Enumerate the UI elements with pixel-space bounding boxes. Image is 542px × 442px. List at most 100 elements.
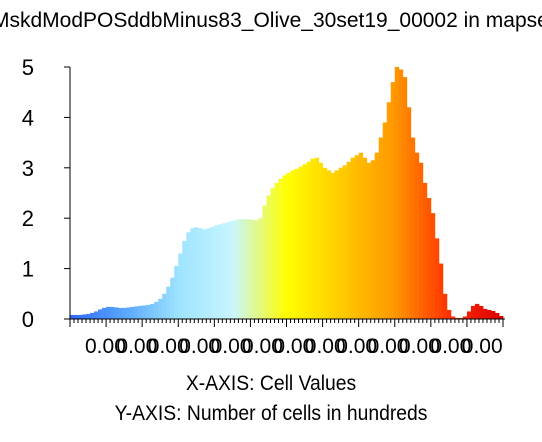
histogram-bar — [258, 218, 263, 319]
x-tick-label: 0.00 — [211, 335, 252, 358]
y-tick-label: 3 — [22, 156, 34, 181]
histogram-bar — [454, 317, 460, 319]
histogram-bar — [282, 175, 287, 319]
histogram-bar — [322, 167, 327, 319]
y-tick-label: 0 — [22, 307, 34, 332]
histogram-bar — [114, 307, 119, 319]
histogram-bar — [226, 222, 231, 319]
histogram-bar — [406, 107, 412, 319]
histogram-bar — [110, 306, 115, 319]
histogram-bar — [242, 219, 247, 319]
histogram-bar — [202, 229, 207, 319]
histogram-bar — [218, 224, 223, 319]
histogram-bar — [298, 166, 303, 319]
histogram-bar — [186, 232, 191, 319]
histogram-bar — [142, 305, 147, 319]
histogram-bar — [314, 157, 319, 319]
histogram-bar — [478, 305, 484, 319]
histogram-bar — [346, 161, 352, 319]
x-axis-ticks: 0.000.000.000.000.000.000.000.000.000.00… — [69, 319, 504, 358]
histogram-bar — [190, 228, 195, 319]
histogram-bar — [422, 182, 428, 319]
histogram-bar — [474, 303, 480, 319]
histogram-bar — [394, 67, 400, 319]
y-axis-ticks: 0 1 2 3 4 5 — [22, 55, 70, 332]
histogram-bar — [442, 293, 448, 319]
histogram-bar — [74, 314, 79, 319]
histogram-bar — [134, 306, 139, 319]
x-tick-label: 0.00 — [430, 335, 471, 358]
histogram-bar — [402, 77, 408, 319]
histogram-bar — [262, 205, 267, 319]
histogram-bar — [82, 314, 87, 319]
histogram-bar — [146, 304, 151, 319]
histogram-bar — [374, 152, 380, 319]
x-tick-label: 0.00 — [368, 335, 409, 358]
histogram-bar — [214, 225, 219, 319]
histogram-bar — [398, 69, 404, 320]
x-tick-label: 0.00 — [148, 335, 189, 358]
histogram-bar — [466, 311, 472, 319]
histogram-bar — [198, 228, 203, 319]
histogram-bar — [458, 317, 464, 319]
histogram-bar — [278, 178, 283, 319]
y-tick-label: 1 — [22, 257, 34, 282]
histogram-bar — [122, 307, 127, 319]
histogram-bar — [94, 311, 99, 319]
histogram-bar — [178, 253, 183, 319]
histogram-bar — [194, 227, 199, 319]
x-tick-label: 0.00 — [336, 335, 377, 358]
histogram-bar — [450, 316, 456, 319]
histogram-bar — [306, 161, 311, 319]
y-tick-label: 4 — [22, 105, 34, 130]
histogram-bar — [386, 102, 392, 319]
histogram-bar — [434, 238, 440, 319]
y-tick-label: 5 — [22, 55, 34, 80]
x-tick-label: 0.00 — [85, 335, 126, 358]
histogram-bar — [286, 172, 291, 319]
histogram-bar — [438, 263, 444, 319]
histogram-bar — [290, 170, 295, 319]
histogram-bar — [494, 312, 500, 319]
histogram-bar — [78, 314, 83, 319]
histogram-bar — [174, 266, 179, 319]
histogram-bar — [238, 219, 243, 319]
histogram-bar — [270, 187, 275, 319]
histogram-bar — [342, 165, 348, 319]
y-tick-label: 2 — [22, 206, 34, 231]
x-tick-label: 0.00 — [399, 335, 440, 358]
histogram-bar — [230, 220, 235, 319]
histogram-bar — [274, 182, 279, 319]
x-tick-labels: 0.000.000.000.000.000.000.000.000.000.00… — [85, 335, 503, 358]
histogram-bar — [162, 293, 167, 319]
histogram-bar — [234, 219, 239, 319]
histogram-bar — [414, 152, 420, 319]
histogram-bar — [378, 137, 384, 319]
x-tick-label: 0.00 — [305, 335, 346, 358]
histogram-bar — [118, 307, 123, 319]
histogram-bar — [222, 223, 227, 319]
histogram-bar — [390, 82, 396, 320]
histogram-bar — [154, 301, 159, 319]
histogram-bar — [482, 308, 488, 319]
histogram-bar — [338, 167, 344, 319]
histogram-bar — [318, 162, 323, 319]
histogram-bar — [246, 219, 251, 319]
histogram-bar — [294, 168, 299, 319]
y-axis-label: Y-AXIS: Number of cells in hundreds — [114, 402, 428, 425]
histogram-bar — [170, 277, 175, 319]
histogram-bar — [206, 228, 211, 319]
histogram-bar — [486, 309, 492, 319]
histogram-bar — [430, 213, 436, 319]
histogram-bar — [86, 313, 91, 319]
histogram-bar — [498, 315, 504, 319]
x-axis-label: X-AXIS: Cell Values — [185, 372, 357, 395]
histogram-bar — [334, 170, 340, 319]
histogram-bar — [310, 158, 315, 319]
histogram-bar — [266, 195, 271, 319]
histogram-bar — [462, 316, 468, 319]
histogram-bar — [166, 286, 171, 319]
histogram-bar — [366, 162, 372, 319]
histogram-bar — [470, 305, 476, 319]
histogram-bar — [150, 303, 155, 319]
